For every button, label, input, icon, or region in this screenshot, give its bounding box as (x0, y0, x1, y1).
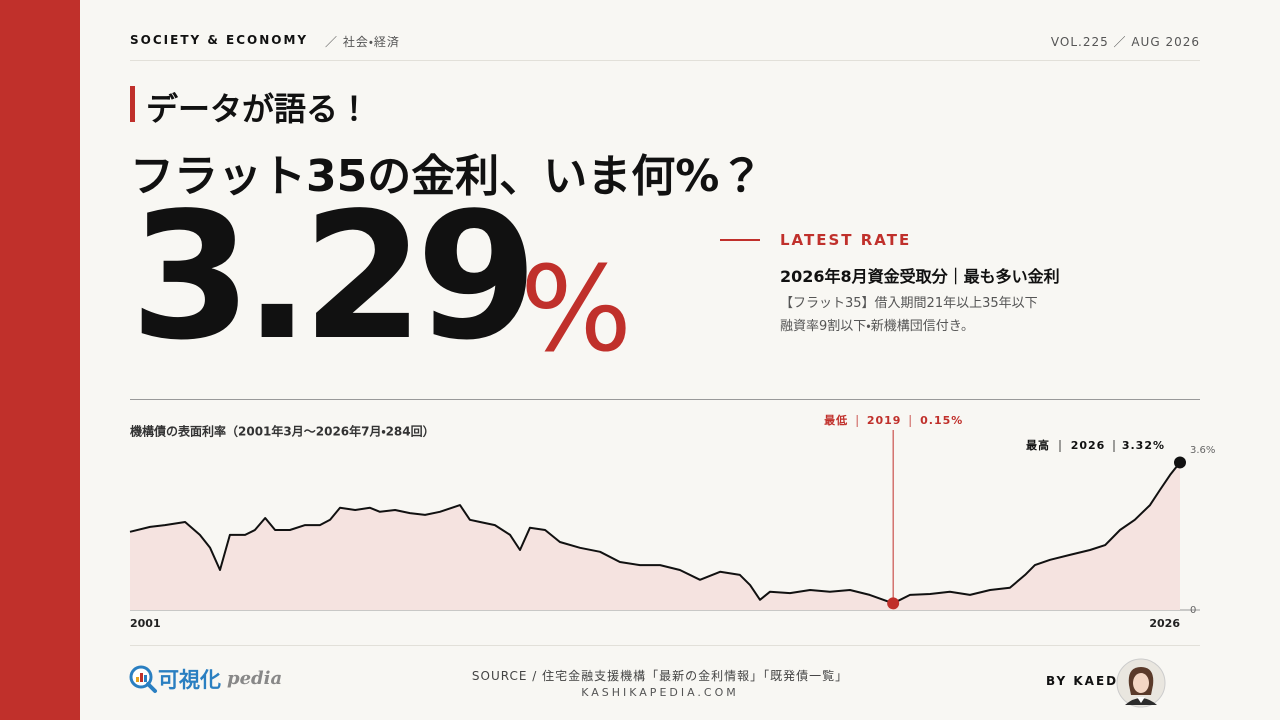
y-tick-label: 3.6% (1190, 445, 1215, 456)
url: KASHIKAPEDIA.COM (581, 686, 739, 699)
label-rule (720, 239, 760, 241)
footer-rule (130, 645, 1200, 646)
annotation: 2019 (867, 414, 902, 427)
side-bar (0, 0, 80, 720)
latest-label: LATEST RATE (780, 231, 912, 249)
source: SOURCE / 住宅金融支援機構「最新の金利情報」「既発債一覧」 (471, 669, 849, 683)
big-unit: % (520, 240, 633, 378)
min-point (887, 597, 900, 610)
area (130, 462, 1180, 610)
latest-subtitle: 2026年8月資金受取分｜最も多い金利 (780, 267, 1060, 286)
kicker: データが語る！ (146, 90, 371, 128)
x-tick-label: 2026 (1149, 617, 1180, 630)
x-tick-label: 2001 (130, 617, 161, 630)
max-point (1174, 456, 1186, 469)
chart: 機構債の表面利率（2001年3月～2026年7月・284回） 0 3.6% 2001… (129, 413, 1215, 630)
logo-main: 可視化 (158, 668, 221, 692)
kicker-bar (130, 86, 135, 122)
avatar (1116, 658, 1166, 708)
line (129, 461, 1181, 605)
description: 融資率9割以下・新機構団信付き。 (780, 319, 975, 334)
logo-icon (129, 665, 157, 693)
annotation: 0.15% (920, 414, 963, 427)
annotation: 最高 (1026, 438, 1050, 452)
header-rule (130, 60, 1200, 61)
annotation: 3.32% (1122, 439, 1165, 452)
issue: VOL.225 ／ AUG 2026 (1050, 35, 1200, 49)
description: 【フラット35】借入期間21年以上35年以下 (780, 296, 1038, 311)
section: SOCIETY & ECONOMY (130, 33, 309, 47)
headline: フラット35の金利、いま何%？ (130, 151, 764, 202)
divider (130, 399, 1200, 400)
chart-title: 機構債の表面利率（2001年3月～2026年7月・284回） (130, 424, 435, 439)
logo-sub: pedia (227, 668, 283, 689)
y-tick-label: 0 (1190, 605, 1196, 616)
byline: BY KAEDE (1046, 674, 1129, 688)
big-number: 3.29 (130, 176, 538, 379)
annotation: 2026 (1071, 439, 1106, 452)
section-ja: ／ 社会・経済 (325, 35, 400, 49)
annotation: 最低 (824, 413, 848, 427)
